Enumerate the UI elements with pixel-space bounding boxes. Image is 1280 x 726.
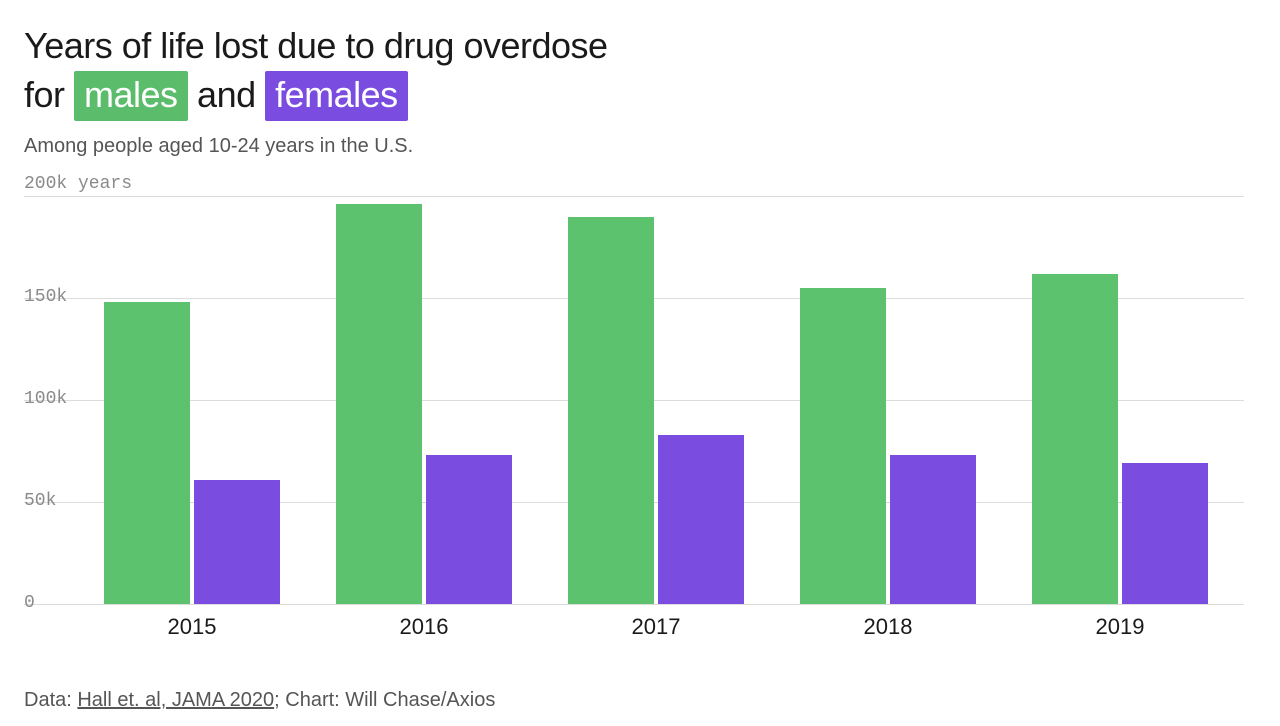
bar-group xyxy=(104,302,280,604)
bar-females xyxy=(194,480,280,604)
title-highlight-males: males xyxy=(74,71,188,122)
gridline xyxy=(24,604,1244,605)
y-axis-label: 200k years xyxy=(24,174,132,194)
chart-title: Years of life lost due to drug overdose … xyxy=(24,22,1252,121)
bar-males xyxy=(800,288,886,604)
footer-prefix: Data: xyxy=(24,689,77,711)
x-axis-label: 2018 xyxy=(864,614,913,640)
bar-males xyxy=(568,217,654,605)
bar-females xyxy=(658,435,744,604)
bar-chart: 050k100k150k200k years201520162017201820… xyxy=(24,176,1244,631)
title-line2-mid: and xyxy=(188,74,266,115)
bar-group xyxy=(568,217,744,605)
x-axis-label: 2019 xyxy=(1096,614,1145,640)
chart-footer: Data: Hall et. al, JAMA 2020; Chart: Wil… xyxy=(24,689,1252,712)
footer-source-link[interactable]: Hall et. al, JAMA 2020 xyxy=(77,689,274,711)
bar-females xyxy=(426,455,512,604)
bar-females xyxy=(1122,463,1208,604)
x-axis-label: 2015 xyxy=(168,614,217,640)
bar-group xyxy=(800,288,976,604)
bar-females xyxy=(890,455,976,604)
bar-group xyxy=(1032,274,1208,604)
title-line1: Years of life lost due to drug overdose xyxy=(24,25,608,66)
bar-males xyxy=(1032,274,1118,604)
bars-layer xyxy=(24,196,1244,604)
title-highlight-females: females xyxy=(265,71,408,122)
chart-subtitle: Among people aged 10-24 years in the U.S… xyxy=(24,135,1252,158)
bar-group xyxy=(336,204,512,604)
x-axis-label: 2017 xyxy=(632,614,681,640)
title-line2-pre: for xyxy=(24,74,74,115)
x-axis-label: 2016 xyxy=(400,614,449,640)
bar-males xyxy=(336,204,422,604)
footer-suffix: ; Chart: Will Chase/Axios xyxy=(274,689,495,711)
bar-males xyxy=(104,302,190,604)
